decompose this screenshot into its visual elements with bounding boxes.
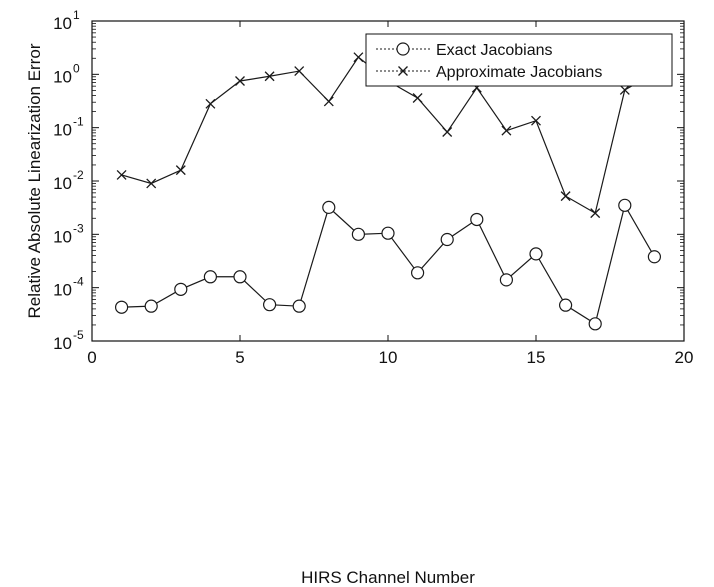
y-tick-label: 10 bbox=[53, 334, 72, 353]
data-point-circle bbox=[440, 232, 454, 247]
data-point-circle bbox=[558, 298, 573, 312]
data-point-x bbox=[146, 178, 157, 189]
series-exact-jacobians bbox=[114, 198, 662, 331]
data-point-x bbox=[235, 76, 245, 86]
legend-label: Exact Jacobians bbox=[436, 42, 553, 59]
data-point-x bbox=[501, 125, 512, 136]
x-tick-label: 0 bbox=[87, 348, 96, 367]
data-point-circle bbox=[351, 227, 365, 241]
data-point-x bbox=[175, 165, 186, 176]
data-point-circle bbox=[618, 198, 632, 212]
data-point-circle bbox=[588, 317, 602, 331]
y-tick-exponent: -2 bbox=[73, 168, 84, 182]
data-point-x bbox=[619, 84, 630, 95]
data-point-circle bbox=[233, 270, 247, 284]
data-point-x bbox=[531, 115, 541, 126]
legend-box bbox=[365, 33, 673, 87]
data-point-circle bbox=[292, 299, 306, 313]
legend-marker-x bbox=[398, 66, 408, 76]
data-point-x bbox=[294, 66, 305, 77]
y-tick-exponent: -5 bbox=[73, 328, 84, 342]
legend-label: Approximate Jacobians bbox=[436, 64, 602, 81]
data-point-circle bbox=[381, 226, 395, 240]
data-point-x bbox=[560, 191, 571, 202]
x-tick-label: 5 bbox=[235, 348, 244, 367]
legend-marker-circle bbox=[396, 42, 410, 56]
data-point-circle bbox=[411, 266, 425, 280]
y-tick-exponent: 0 bbox=[73, 61, 80, 75]
x-tick-label: 10 bbox=[379, 348, 398, 367]
data-point-circle bbox=[114, 300, 129, 314]
y-tick-label: 10 bbox=[53, 174, 72, 193]
data-point-circle bbox=[470, 212, 484, 227]
legend: Exact Jacobians Approximate Jacobians bbox=[365, 33, 673, 87]
data-point-circle bbox=[647, 250, 662, 264]
data-point-x bbox=[323, 96, 334, 107]
x-tick-label: 20 bbox=[675, 348, 694, 367]
y-tick-label: 10 bbox=[53, 14, 72, 33]
y-tick-label: 10 bbox=[53, 121, 72, 140]
y-tick-exponent: -1 bbox=[73, 115, 84, 129]
data-point-x bbox=[590, 208, 601, 219]
data-point-x bbox=[353, 52, 364, 63]
data-point-circle bbox=[174, 282, 188, 296]
y-tick-exponent: -4 bbox=[73, 275, 84, 289]
x-tick-label: 15 bbox=[527, 348, 546, 367]
data-point-circle bbox=[322, 200, 336, 214]
y-axis-label: Relative Absolute Linearization Error bbox=[25, 43, 44, 318]
y-tick-label: 10 bbox=[53, 67, 72, 86]
data-point-x bbox=[116, 169, 127, 180]
data-point-x bbox=[264, 71, 275, 82]
data-point-circle bbox=[499, 273, 513, 287]
x-axis-label: HIRS Channel Number bbox=[301, 568, 475, 587]
data-point-x bbox=[205, 98, 216, 109]
data-point-x bbox=[412, 93, 423, 103]
data-point-circle bbox=[144, 299, 158, 313]
y-tick-exponent: 1 bbox=[73, 8, 80, 22]
y-tick-label: 10 bbox=[53, 227, 72, 246]
data-point-circle bbox=[203, 270, 217, 284]
data-point-circle bbox=[529, 247, 543, 261]
axis-ticks bbox=[91, 20, 685, 342]
data-point-circle bbox=[263, 298, 277, 312]
y-tick-exponent: -3 bbox=[73, 221, 84, 235]
y-tick-label: 10 bbox=[53, 281, 72, 300]
data-point-x bbox=[442, 127, 453, 137]
